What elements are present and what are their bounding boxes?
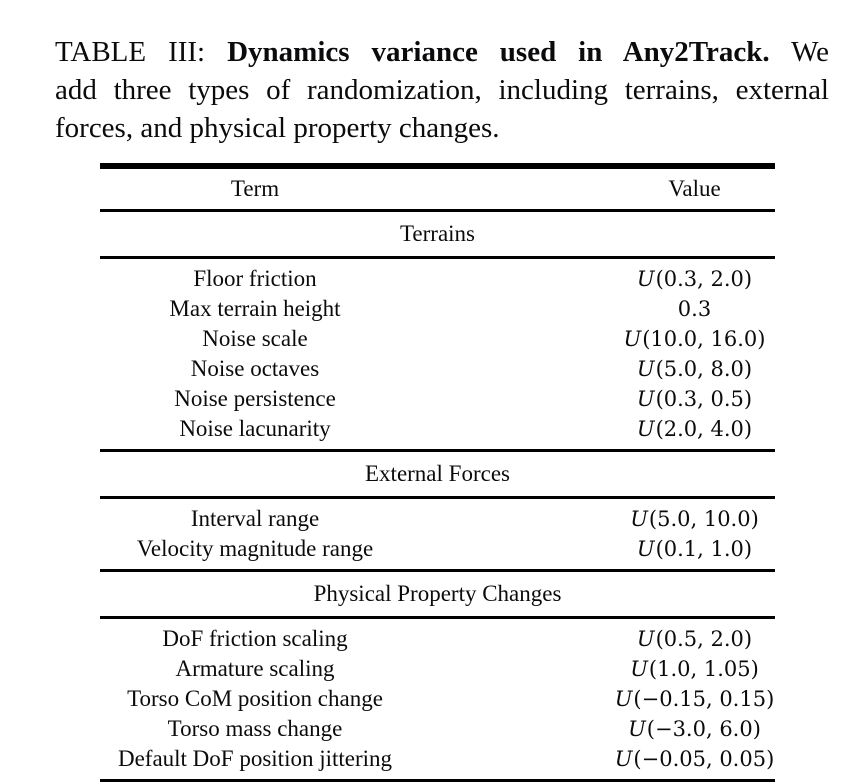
value-cell: 0.3 <box>677 297 712 321</box>
term-cell: Torso CoM position change <box>127 686 383 711</box>
term-cell: Default DoF position jittering <box>117 746 393 771</box>
table-row: Torso mass change U(−3.0, 6.0) <box>100 714 775 744</box>
caption-tail: We <box>791 36 829 68</box>
term-cell: Noise lacunarity <box>179 416 331 441</box>
value-cell: U(0.3, 2.0) <box>636 267 753 291</box>
uniform-distribution-symbol: U <box>636 387 655 411</box>
uniform-distribution-symbol: U <box>630 507 648 531</box>
value-cell: U(0.1, 1.0) <box>636 537 753 561</box>
term-cell: Floor friction <box>193 266 317 291</box>
value-cell: U(0.5, 2.0) <box>636 627 753 651</box>
uniform-distribution-symbol: U <box>636 627 655 651</box>
uniform-distribution-symbol: U <box>636 267 655 291</box>
data-table: Term Value Terrains Floor friction U(0.3, … <box>100 163 775 782</box>
column-header-term: Term <box>230 176 280 201</box>
caption-line-2: add three types of randomization, includ… <box>55 74 829 106</box>
term-cell: Velocity magnitude range <box>136 536 374 561</box>
table-row: DoF friction scaling U(0.5, 2.0) <box>100 624 775 654</box>
term-cell: Interval range <box>190 506 320 531</box>
section-header: Physical Property Changes <box>100 572 775 619</box>
value-cell: U(5.0, 10.0) <box>630 507 759 531</box>
caption-line-1: TABLE III: Dynamics variance used in Any… <box>55 33 829 71</box>
term-cell: Noise octaves <box>190 356 320 381</box>
term-cell: DoF friction scaling <box>162 626 348 651</box>
value-cell: U(1.0, 1.05) <box>630 657 759 681</box>
term-cell: Noise scale <box>202 326 308 351</box>
section-header: Terrains <box>100 212 775 259</box>
section-header: External Forces <box>100 452 775 499</box>
caption-title: Dynamics variance used in Any2Track. <box>227 36 770 68</box>
table-row: Noise persistence U(0.3, 0.5) <box>100 384 775 414</box>
uniform-distribution-symbol: U <box>628 717 646 741</box>
column-header-value: Value <box>668 176 721 201</box>
table-row: Torso CoM position change U(−0.15, 0.15) <box>100 684 775 714</box>
uniform-distribution-symbol: U <box>614 687 633 711</box>
table-row: Default DoF position jittering U(−0.05, 0… <box>100 744 775 774</box>
value-cell: U(10.0, 16.0) <box>623 327 766 351</box>
table-body: Terrains Floor friction U(0.3, 2.0) Max ter… <box>100 212 775 779</box>
table-row: Noise lacunarity U(2.0, 4.0) <box>100 414 775 444</box>
table-row: Max terrain height 0.3 <box>100 294 775 324</box>
section-rows: Floor friction U(0.3, 2.0) Max terrain hei… <box>100 259 775 452</box>
uniform-distribution-symbol: U <box>636 357 655 381</box>
value-cell: U(−3.0, 6.0) <box>628 717 761 741</box>
table-row: Armature scaling U(1.0, 1.05) <box>100 654 775 684</box>
section-rows: DoF friction scaling U(0.5, 2.0) Armature … <box>100 619 775 779</box>
table-row: Noise octaves U(5.0, 8.0) <box>100 354 775 384</box>
value-cell: U(5.0, 8.0) <box>636 357 753 381</box>
uniform-distribution-symbol: U <box>623 327 642 351</box>
uniform-distribution-symbol: U <box>636 537 655 561</box>
value-cell: U(2.0, 4.0) <box>636 417 753 441</box>
table-row: Velocity magnitude range U(0.1, 1.0) <box>100 534 775 564</box>
value-cell: U(−0.15, 0.15) <box>614 687 775 711</box>
caption-label: TABLE III: <box>55 36 206 68</box>
value-cell: U(−0.05, 0.05) <box>614 747 775 771</box>
uniform-distribution-symbol: U <box>614 747 633 771</box>
column-header-row: Term Value <box>100 169 775 212</box>
section-rows: Interval range U(5.0, 10.0) Velocity magni… <box>100 499 775 572</box>
term-cell: Noise persistence <box>174 386 336 411</box>
table-caption: TABLE III: Dynamics variance used in Any… <box>55 33 829 147</box>
table-row: Interval range U(5.0, 10.0) <box>100 504 775 534</box>
uniform-distribution-symbol: U <box>630 657 648 681</box>
term-cell: Max terrain height <box>169 296 341 321</box>
value-cell: U(0.3, 0.5) <box>636 387 753 411</box>
table-row: Floor friction U(0.3, 2.0) <box>100 264 775 294</box>
term-cell: Armature scaling <box>175 656 335 681</box>
caption-line-3: forces, and physical property changes. <box>55 112 500 144</box>
uniform-distribution-symbol: U <box>636 417 655 441</box>
term-cell: Torso mass change <box>167 716 343 741</box>
table-row: Noise scale U(10.0, 16.0) <box>100 324 775 354</box>
